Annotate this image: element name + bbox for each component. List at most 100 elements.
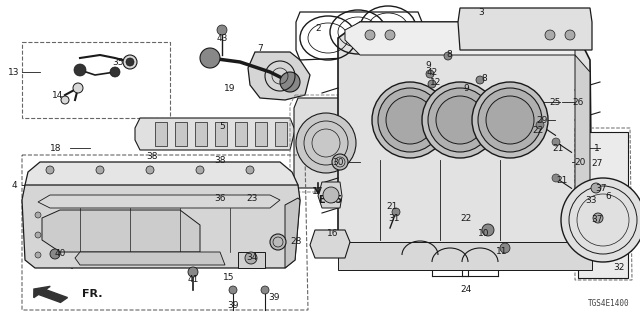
Polygon shape [135, 118, 295, 150]
Text: 20: 20 [574, 157, 586, 166]
Ellipse shape [188, 267, 198, 277]
Text: 36: 36 [214, 194, 226, 203]
Ellipse shape [96, 166, 104, 174]
Text: 10: 10 [478, 228, 490, 237]
Ellipse shape [323, 187, 339, 203]
Text: 9: 9 [425, 60, 431, 69]
Ellipse shape [365, 30, 375, 40]
Text: TGS4E1400: TGS4E1400 [588, 299, 630, 308]
Text: 2: 2 [315, 23, 321, 33]
Ellipse shape [591, 183, 601, 193]
Polygon shape [275, 122, 287, 146]
Text: 8: 8 [481, 74, 487, 83]
Ellipse shape [378, 88, 442, 152]
Ellipse shape [476, 76, 484, 84]
Ellipse shape [217, 25, 227, 35]
Text: 30: 30 [332, 157, 344, 166]
Ellipse shape [482, 224, 494, 236]
Ellipse shape [386, 96, 434, 144]
Ellipse shape [61, 96, 69, 104]
Text: 38: 38 [214, 156, 226, 164]
Text: 9: 9 [463, 84, 469, 92]
Text: 31: 31 [388, 213, 400, 222]
Text: 15: 15 [223, 274, 235, 283]
Polygon shape [238, 252, 265, 268]
Ellipse shape [392, 208, 400, 216]
Text: E-15: E-15 [318, 195, 342, 205]
Ellipse shape [73, 83, 83, 93]
Text: 33: 33 [585, 196, 596, 204]
Ellipse shape [123, 55, 137, 69]
Text: 39: 39 [268, 293, 280, 302]
Text: 22: 22 [532, 125, 543, 134]
Polygon shape [255, 122, 267, 146]
Polygon shape [195, 122, 207, 146]
Polygon shape [310, 230, 350, 258]
Ellipse shape [74, 64, 86, 76]
Polygon shape [294, 98, 360, 188]
Ellipse shape [261, 286, 269, 294]
Text: 7: 7 [257, 44, 263, 52]
Ellipse shape [200, 48, 220, 68]
Polygon shape [575, 55, 590, 258]
Text: 12: 12 [430, 77, 442, 86]
Text: 25: 25 [549, 98, 561, 107]
Text: 29: 29 [536, 116, 548, 124]
Ellipse shape [478, 88, 542, 152]
Polygon shape [338, 22, 592, 270]
Text: 42: 42 [426, 68, 438, 76]
Text: 21: 21 [556, 175, 568, 185]
Text: 6: 6 [605, 191, 611, 201]
Ellipse shape [196, 166, 204, 174]
Text: 8: 8 [446, 50, 452, 59]
Text: 5: 5 [219, 122, 225, 131]
Text: 27: 27 [591, 159, 603, 169]
Text: 28: 28 [291, 237, 301, 246]
Text: 24: 24 [460, 285, 472, 294]
Text: 11: 11 [496, 246, 508, 255]
Polygon shape [578, 132, 628, 278]
Ellipse shape [552, 174, 560, 182]
Polygon shape [215, 122, 227, 146]
Polygon shape [42, 210, 200, 252]
Text: 22: 22 [460, 213, 472, 222]
Text: 16: 16 [327, 228, 339, 237]
Ellipse shape [296, 113, 356, 173]
Ellipse shape [332, 154, 348, 170]
Text: 17: 17 [312, 188, 324, 196]
Polygon shape [345, 22, 575, 55]
Ellipse shape [35, 232, 41, 238]
Ellipse shape [486, 96, 534, 144]
Text: 23: 23 [246, 194, 258, 203]
Ellipse shape [372, 82, 448, 158]
Ellipse shape [428, 80, 436, 88]
Ellipse shape [146, 166, 154, 174]
Ellipse shape [561, 178, 640, 262]
Text: 35: 35 [112, 58, 124, 67]
Polygon shape [75, 252, 225, 265]
Polygon shape [338, 242, 592, 270]
Polygon shape [318, 182, 342, 208]
Ellipse shape [50, 249, 60, 259]
Polygon shape [155, 122, 167, 146]
Ellipse shape [436, 96, 484, 144]
Ellipse shape [280, 72, 300, 92]
Ellipse shape [270, 234, 286, 250]
Ellipse shape [500, 243, 510, 253]
Ellipse shape [422, 82, 498, 158]
Ellipse shape [245, 252, 257, 264]
Text: 39: 39 [227, 300, 239, 309]
Text: 34: 34 [246, 253, 258, 262]
Ellipse shape [46, 166, 54, 174]
Polygon shape [458, 8, 592, 50]
Text: 18: 18 [51, 143, 61, 153]
Polygon shape [285, 198, 300, 268]
Ellipse shape [35, 252, 41, 258]
Ellipse shape [385, 30, 395, 40]
Ellipse shape [552, 138, 560, 146]
Polygon shape [22, 185, 300, 268]
Ellipse shape [426, 70, 434, 78]
Text: 14: 14 [52, 91, 64, 100]
Text: 21: 21 [552, 143, 564, 153]
Ellipse shape [110, 67, 120, 77]
